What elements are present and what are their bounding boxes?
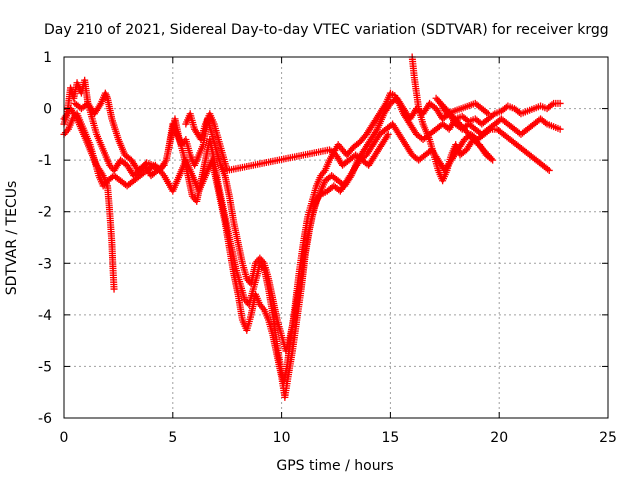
data-point [556, 125, 564, 133]
y-axis-label: SDTVAR / TECUs [4, 181, 20, 296]
x-tick-label: 0 [60, 430, 69, 446]
data-point [548, 101, 556, 109]
series-track-c [60, 105, 118, 293]
x-tick-label: 10 [273, 430, 291, 446]
y-tick-label: -1 [38, 153, 52, 169]
data-point [489, 111, 497, 119]
y-tick-label: 1 [43, 50, 52, 66]
x-tick-label: 25 [599, 430, 617, 446]
series-track-g [182, 110, 392, 174]
y-tick-label: -6 [38, 411, 52, 427]
y-tick-label: -5 [38, 359, 52, 375]
series-track-f [408, 53, 497, 185]
x-axis-ticks: 0 5 10 15 20 25 [60, 57, 617, 446]
y-tick-label: 0 [43, 102, 52, 118]
data-point [556, 99, 564, 107]
data-point [544, 165, 552, 173]
chart-title: Day 210 of 2021, Sidereal Day-to-day VTE… [44, 22, 609, 38]
data-point [158, 163, 166, 171]
data-point [384, 130, 392, 138]
y-axis-ticks: -6 -5 -4 -3 -2 -1 0 1 [38, 50, 608, 427]
data-point [160, 161, 168, 169]
data-point [483, 108, 491, 116]
series-track-d [71, 89, 168, 180]
data-point [545, 166, 553, 174]
plot-frame [63, 56, 609, 419]
data-point [484, 110, 492, 118]
data-point [110, 285, 118, 293]
x-tick-label: 15 [381, 430, 399, 446]
x-tick-label: 5 [168, 430, 177, 446]
data-point [541, 119, 549, 127]
x-axis-label: GPS time / hours [276, 458, 393, 474]
data-marks [60, 53, 564, 401]
x-tick-label: 20 [490, 430, 508, 446]
y-tick-label: -2 [38, 205, 52, 221]
y-tick-label: -4 [38, 308, 52, 324]
y-tick-label: -3 [38, 256, 52, 272]
